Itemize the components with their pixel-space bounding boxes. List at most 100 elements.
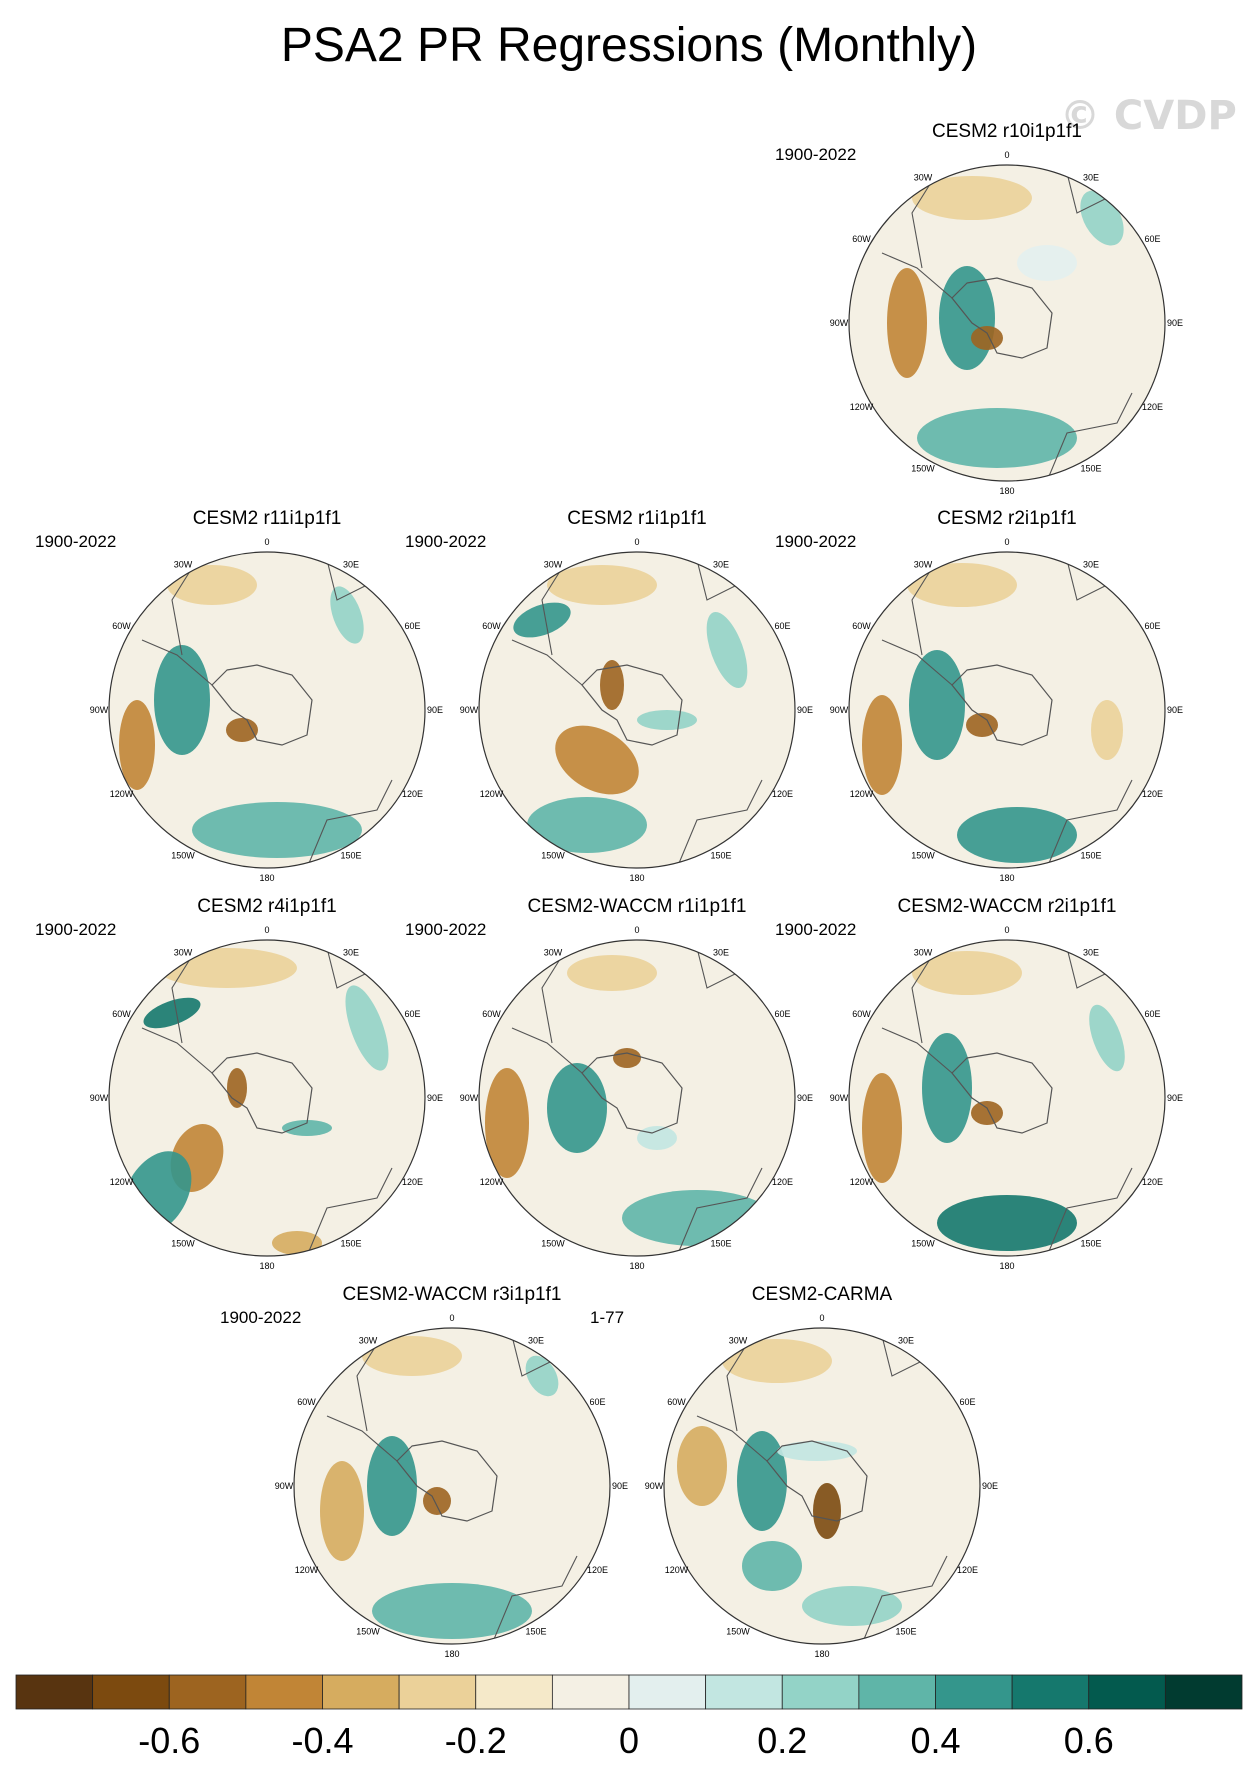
anomaly-region [226,718,258,742]
anomaly-region [971,1101,1003,1125]
longitude-label: 150E [525,1626,546,1636]
longitude-label: 30W [729,1336,748,1346]
longitude-label: 120W [850,402,874,412]
colorbar-tick-label: 0.6 [1064,1720,1114,1761]
longitude-label: 150W [911,463,935,473]
map-border [848,551,1166,869]
anomaly-region [777,1441,857,1461]
longitude-label: 150W [171,1238,195,1248]
longitude-label: 180 [999,1261,1014,1271]
colorbar-swatch [628,1674,707,1710]
longitude-label: 150E [340,1238,361,1248]
longitude-label: 30W [914,173,933,183]
map-border [848,939,1166,1257]
longitude-label: 150E [710,1238,731,1248]
longitude-label: 60E [589,1397,605,1407]
longitude-label: 120E [402,789,423,799]
colorbar-swatch [858,1674,936,1710]
longitude-label: 180 [259,1261,274,1271]
colorbar-swatch [92,1674,170,1710]
longitude-label: 90E [1167,1093,1183,1103]
panel-title: CESM2 r1i1p1f1 [567,508,706,529]
panel-title: CESM2 r2i1p1f1 [937,508,1076,529]
anomaly-region [367,1436,417,1536]
longitude-label: 30W [914,560,933,570]
colorbar-swatch [475,1674,553,1710]
longitude-label: 60W [667,1397,686,1407]
coastline [491,1555,578,1644]
anomaly-region [513,602,571,638]
anomaly-region [192,802,362,858]
longitude-label: 30E [713,560,729,570]
longitude-label: 0 [1004,925,1009,935]
period-label: 1900-2022 [405,920,486,939]
longitude-label: 60W [482,1009,501,1019]
longitude-label: 180 [999,873,1014,883]
longitude-label: 0 [1004,150,1009,160]
anomaly-region [547,565,657,605]
colorbar-tick-label: -0.6 [138,1720,200,1761]
colorbar-tick-label: 0.4 [910,1720,960,1761]
period-label: 1900-2022 [775,920,856,939]
anomaly-region [966,713,998,737]
anomaly-region [167,565,257,605]
longitude-label: 180 [629,1261,644,1271]
map-panel: 0 30E 60E 90E 120E 150E 180 150W 120W 90W 60W 30W CE… [405,896,813,1271]
longitude-label: 30W [544,948,563,958]
anomaly-region [706,612,748,688]
longitude-label: 120E [1142,402,1163,412]
antarctica-outline [951,1052,1053,1134]
longitude-label: 90W [460,705,479,715]
anomaly-region [922,1033,972,1143]
anomaly-region [423,1487,451,1515]
anomaly-region [272,1231,322,1255]
colorbar-swatch [1088,1674,1166,1710]
map-panel: 0 30E 60E 90E 120E 150E 180 150W 120W 90W 60W 30W CE… [220,1284,628,1659]
panel-title: CESM2-WACCM r1i1p1f1 [528,896,747,917]
map-border [663,1327,981,1645]
anomaly-region [802,1586,902,1626]
longitude-label: 90E [427,1093,443,1103]
longitude-label: 60W [112,621,131,631]
antarctica-outline [581,1052,683,1134]
anomaly-region [1091,700,1123,760]
longitude-label: 120W [295,1565,319,1575]
longitude-label: 0 [634,537,639,547]
anomaly-region [722,1339,832,1383]
anomaly-region [362,1336,462,1376]
longitude-label: 60E [1144,234,1160,244]
map-panel: 0 30E 60E 90E 120E 150E 180 150W 120W 90W 60W 30W CE… [775,121,1183,496]
colorbar-tick-label: -0.4 [291,1720,353,1761]
period-label: 1900-2022 [35,532,116,551]
longitude-label: 60W [852,234,871,244]
coastline [676,779,763,868]
longitude-label: 60W [852,621,871,631]
longitude-label: 30E [713,948,729,958]
watermark: © CVDP [1060,93,1237,139]
coastline [1046,392,1133,481]
colorbar-swatch [551,1674,630,1710]
anomaly-region [330,586,364,644]
map-border [848,164,1166,482]
colorbar-tick-label: 0 [619,1720,639,1761]
colorbar-swatch [322,1674,400,1710]
longitude-label: 60E [404,1009,420,1019]
longitude-label: 30E [898,1336,914,1346]
anomaly-region [971,326,1003,350]
map-border [108,939,426,1257]
longitude-label: 150E [1080,463,1101,473]
longitude-label: 120E [957,1565,978,1575]
longitude-label: 150E [895,1626,916,1636]
anomaly-region [742,1541,802,1591]
map-panel: 0 30E 60E 90E 120E 150E 180 150W 120W 90W 60W 30W CE… [35,508,443,883]
colorbar-swatch [1011,1674,1090,1710]
longitude-label: 120E [1142,1177,1163,1187]
coastline [676,1167,763,1256]
colorbar-swatch [398,1674,477,1710]
coastline [861,1555,948,1644]
longitude-label: 30E [1083,560,1099,570]
coastline [1046,779,1133,868]
colorbar-swatch [705,1674,783,1710]
longitude-label: 90E [612,1481,628,1491]
